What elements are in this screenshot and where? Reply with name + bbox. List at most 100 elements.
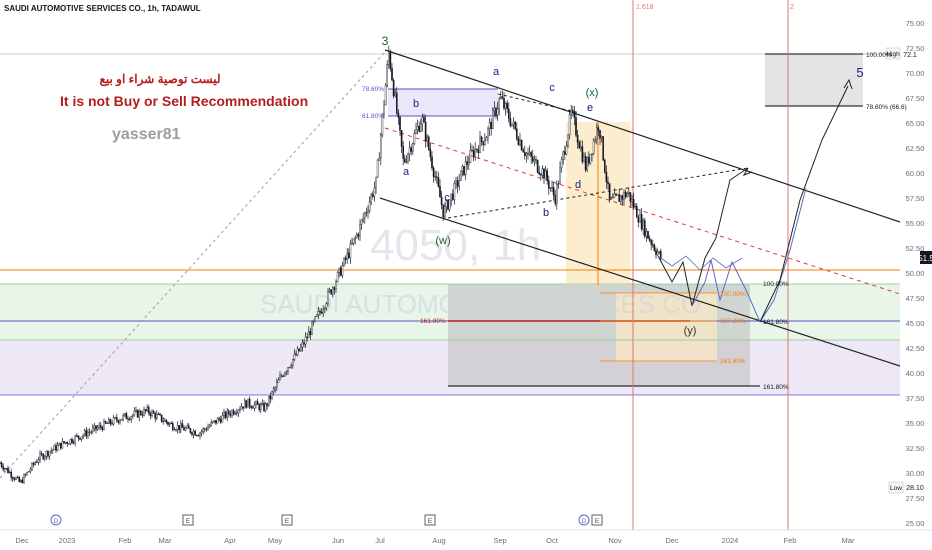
candle-body [354,237,357,240]
candle-body [242,406,245,409]
candle-body [420,123,422,132]
candle-body [269,395,272,399]
projection-blue [691,187,807,324]
candle-body [557,183,560,185]
candle-body [191,432,193,435]
candle-body [247,398,249,408]
candle-body [340,267,342,276]
candle-body [658,251,660,253]
y-tick-label: 35.00 [906,419,925,428]
candle-body [127,418,129,420]
candle-body [440,197,443,206]
candle-body [468,162,470,165]
candle-body [437,177,440,187]
candle-body [37,459,40,463]
candle-body [250,406,253,408]
candle-body [311,321,313,335]
candle-body [141,414,144,416]
event-marker-label: D [582,518,587,525]
candle-body [357,234,360,237]
fib-label-orange-100: 100.00% [720,291,746,298]
candle-body [514,121,516,130]
candle-body [314,316,317,322]
candle-body [39,453,41,460]
candle-body [509,118,512,126]
candle-body [621,195,624,200]
candle-body [388,51,390,65]
candle-body [453,182,456,200]
earnings-marker[interactable] [424,514,436,526]
candle-body [320,312,323,314]
candle-body [392,79,395,97]
candle-body [138,411,141,418]
candle-body [50,450,52,453]
candle-body [343,257,345,266]
x-tick-label: Dec [665,536,679,545]
candle-body [48,451,51,457]
candle-body [256,401,259,405]
candle-body [34,462,36,465]
dividend-marker[interactable] [50,514,62,526]
candle-body [187,425,190,429]
candle-body [29,469,32,472]
dividend-marker[interactable] [578,514,590,526]
candle-body [248,398,251,407]
projection-zigzag [657,255,743,271]
candle-body [157,413,160,415]
candle-body [584,156,587,171]
candle-body [276,382,278,388]
candle-body [319,311,321,313]
candle-body [53,445,56,450]
earnings-marker[interactable] [281,514,293,526]
candle-body [431,156,433,169]
event-marker-label: D [54,518,59,525]
candle-body [189,428,192,433]
candle-body [600,136,603,139]
projection-black-2 [759,85,849,323]
candle-body [512,121,515,124]
event-marker-label: E [595,518,600,525]
candle-body [384,85,387,106]
candle-body [479,136,481,153]
candle-body [28,471,30,473]
candle-body [66,442,68,444]
x-tick-label: Feb [119,536,132,545]
earnings-marker[interactable] [591,514,603,526]
candle-body [487,128,489,138]
y-tick-label: 27.50 [906,494,925,503]
candle-body [439,185,441,198]
candle-body [482,141,485,145]
fib-label-161-mid: 161.80% [420,318,446,325]
candle-body [508,108,510,119]
y-tick-label: 60.00 [906,169,925,178]
y-tick-label: 30.00 [906,469,925,478]
candle-body [576,134,579,143]
candle-body [58,442,60,446]
candle-body [199,432,201,437]
x-tick-label: Oct [546,536,559,545]
candle-body [184,427,187,431]
candle-body [52,449,54,451]
candle-body [551,187,553,189]
candle-body [372,194,374,197]
watermark-symbol: 4050, 1h [370,221,541,270]
candle-body [434,176,437,178]
x-tick-label: Jul [375,536,385,545]
candle-body [391,68,393,81]
candle-body [356,234,358,238]
candle-body [149,412,152,416]
candle-body [415,129,417,134]
candle-body [221,415,224,423]
candle-body [424,121,427,142]
candle-body [402,146,405,159]
candle-body [628,192,630,194]
x-tick-label: May [268,536,282,545]
candle-body [296,348,299,356]
candle-body [418,125,421,132]
candle-body [645,231,648,237]
candle-body [631,199,633,202]
earnings-marker[interactable] [182,514,194,526]
price-axis[interactable] [900,0,932,530]
high-label: High [886,51,900,58]
